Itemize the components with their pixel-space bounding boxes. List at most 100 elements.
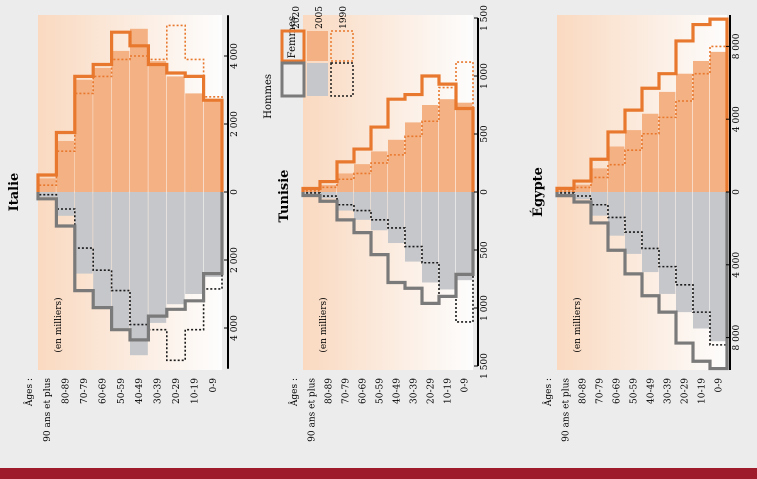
line-women-1990 [37, 24, 223, 192]
bar-men-2005-20-29 [166, 192, 185, 305]
bar-men-2005-70-79 [74, 192, 93, 274]
unit-note: (en milliers) [318, 297, 329, 352]
line-women-2020 [555, 17, 729, 192]
age-axis-title: Âges : [542, 378, 554, 407]
tick-label-men: 500 [480, 241, 490, 258]
age-label: 20-29 [172, 378, 182, 404]
bar-women-2005-30-39 [659, 91, 676, 192]
tick-label-men: 2 000 [230, 247, 240, 273]
age-label: 60-69 [98, 378, 108, 404]
age-label: 0-9 [715, 378, 725, 393]
legend-men-2020-swatch [280, 61, 306, 98]
bar-women-2005-30-39 [148, 61, 167, 192]
bar-women-2005-60-69 [93, 67, 111, 192]
age-label: 60-69 [359, 378, 369, 404]
legend-year-1990: 1990 [339, 6, 349, 29]
tick-label-women: 1 000 [480, 63, 490, 89]
bar-men-2005-40-49 [130, 192, 148, 356]
panel-title: Tunisie [277, 170, 292, 223]
tick-label-men: 8 000 [732, 324, 742, 350]
bar-women-2005-0-9 [456, 102, 473, 192]
bar-women-2005-80-89 [320, 185, 337, 192]
bar-women-2005-70-79 [74, 79, 93, 192]
bar-women-2005-50-59 [371, 151, 388, 192]
bar-men-2005-50-59 [371, 192, 388, 231]
age-label: 80-89 [325, 378, 335, 404]
bar-men-2005-30-39 [405, 192, 422, 262]
age-label: 70-79 [596, 378, 606, 404]
line-women-1990 [302, 61, 474, 192]
bar-women-2005-70-79 [591, 168, 608, 192]
bar-women-2005-0-9 [203, 100, 222, 192]
bar-women-2005-20-29 [676, 73, 693, 192]
bar-men-2005-90 ans et plus [38, 192, 56, 198]
tick-label-men: 4 000 [732, 252, 742, 278]
bar-women-2005-50-59 [111, 50, 130, 193]
bar-women-2005-10-19 [693, 60, 710, 193]
tick-label-women: 0 [230, 189, 240, 195]
tick-label-women: 8 000 [732, 33, 742, 59]
age-label: 70-79 [80, 378, 90, 404]
line-women-2020 [301, 74, 475, 192]
bar-men-2005-80-89 [56, 192, 75, 216]
bar-men-2005-60-69 [93, 192, 111, 308]
bar-women-2005-70-79 [337, 173, 354, 192]
age-label: 0-9 [461, 378, 471, 393]
age-axis-title: Âges : [288, 378, 300, 407]
legend-year-2020: 2020 [292, 6, 302, 29]
age-label: 40-49 [135, 378, 145, 404]
age-label: 50-59 [630, 378, 640, 404]
line-women-2020 [36, 30, 224, 192]
bar-men-2005-10-19 [693, 192, 710, 329]
bar-men-2005-30-39 [659, 192, 676, 294]
unit-note: (en milliers) [572, 297, 583, 352]
age-label: 10-19 [190, 378, 200, 404]
bar-men-2005-50-59 [625, 192, 642, 254]
legend-men-label: Hommes [263, 74, 274, 119]
bar-women-2005-90 ans et plus [38, 178, 56, 192]
age-label: 30-39 [664, 378, 674, 404]
panel-title: Égypte [530, 167, 546, 217]
legend-women-label: Femmes [287, 16, 298, 58]
line-men-2020 [36, 192, 224, 342]
bar-women-2005-60-69 [354, 164, 371, 192]
tick-label-men: 1 000 [480, 295, 490, 321]
bar-women-2005-20-29 [422, 105, 439, 192]
age-label: 90 ans et plus [43, 378, 53, 442]
bar-men-2005-0-9 [710, 192, 727, 342]
age-label: 80-89 [62, 378, 72, 404]
age-label: 20-29 [681, 378, 691, 404]
bar-men-2005-60-69 [608, 192, 625, 236]
age-label: 50-59 [376, 378, 386, 404]
tick-label-men: 1 500 [480, 353, 490, 379]
tick-label-women: 0 [480, 189, 490, 195]
tick-label-women: 500 [480, 125, 490, 142]
bar-men-2005-0-9 [456, 192, 473, 281]
bar-women-2005-10-19 [439, 99, 456, 192]
pyramid-panel-1: 0 500 1 000 1 500 500 1 000 1 500 Tunisie (en mi… [277, 5, 490, 442]
bar-men-2005-40-49 [642, 192, 659, 273]
pyramid-panel-2: 0 4 000 8 000 4 000 8 000 Égypte (en milliers)… [530, 15, 742, 442]
age-label: 60-69 [613, 378, 623, 404]
line-men-2020 [555, 192, 729, 371]
legend-men-1990-swatch [330, 62, 354, 97]
unit-note: (en milliers) [53, 297, 64, 352]
age-label: 90 ans et plus [562, 378, 572, 442]
tick-label-women: 4 000 [732, 106, 742, 132]
age-label: 30-39 [154, 378, 164, 404]
bar-women-2005-10-19 [185, 93, 203, 192]
bar-men-2005-80-89 [320, 192, 337, 199]
age-axis-title: Âges : [23, 378, 35, 407]
legend-men-2005-swatch [307, 63, 328, 96]
tick-label-women: 0 [732, 189, 742, 195]
age-label: 30-39 [410, 378, 420, 404]
bar-men-2005-70-79 [591, 192, 608, 216]
bar-men-2005-30-39 [148, 192, 167, 323]
legend-year-2005: 2005 [315, 6, 325, 29]
bar-women-2005-40-49 [388, 139, 405, 192]
bar-men-2005-50-59 [111, 192, 130, 328]
bar-men-2005-60-69 [354, 192, 371, 220]
age-label: 50-59 [117, 378, 127, 404]
line-men-2020 [301, 192, 475, 305]
